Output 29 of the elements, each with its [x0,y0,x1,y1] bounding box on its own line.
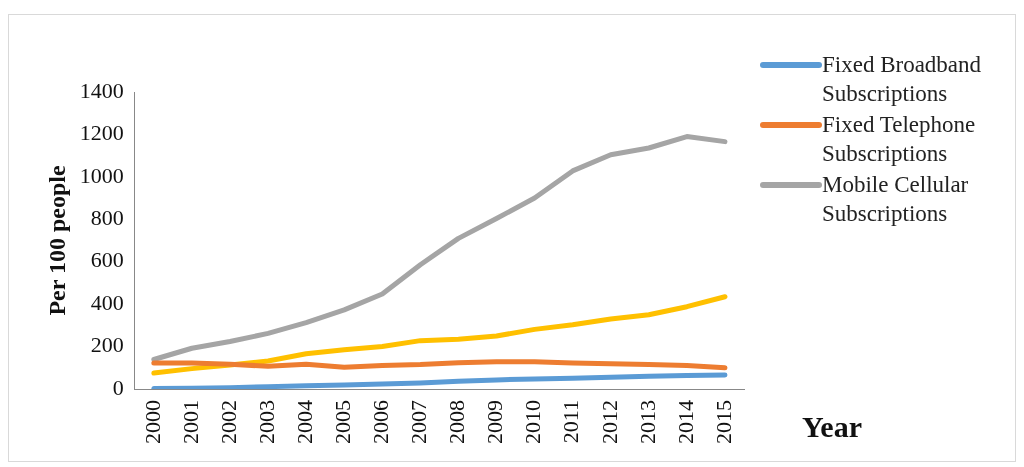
y-tick-label: 600 [90,247,124,273]
x-tick-label: 2010 [520,400,546,444]
y-tick-label: 800 [90,205,124,231]
y-tick-label: 1000 [79,162,124,188]
x-tick-label: 2006 [368,400,394,444]
x-tick-label: 2007 [406,400,432,444]
y-tick-label: 0 [112,374,124,400]
x-tick-label: 2009 [482,400,508,444]
x-tick-label: 2015 [710,400,736,444]
y-axis-title: Per 100 people [43,165,70,316]
y-tick-label: 400 [90,289,124,315]
x-tick-label: 2003 [253,400,279,444]
x-tick-label: 2001 [177,400,203,444]
legend-label: Mobile Cellular Subscriptions [822,171,970,228]
x-tick-label: 2012 [596,400,622,444]
x-tick-label: 2014 [672,400,698,444]
x-axis-title: Year [802,409,862,443]
x-tick-label: 2008 [444,400,470,444]
x-tick-label: 2002 [215,400,241,444]
x-tick-label: 2004 [291,400,317,444]
legend-label: Fixed Telephone Subscriptions [822,111,977,168]
x-tick-label: 2005 [329,400,355,444]
y-tick-label: 1200 [79,120,124,146]
legend-label: Fixed Broadband Subscriptions [822,51,983,108]
x-tick-label: 2013 [634,400,660,444]
y-tick-label: 1400 [79,77,124,103]
x-tick-label: 2000 [139,400,165,444]
y-tick-label: 200 [90,332,124,358]
x-tick-label: 2011 [558,400,584,444]
